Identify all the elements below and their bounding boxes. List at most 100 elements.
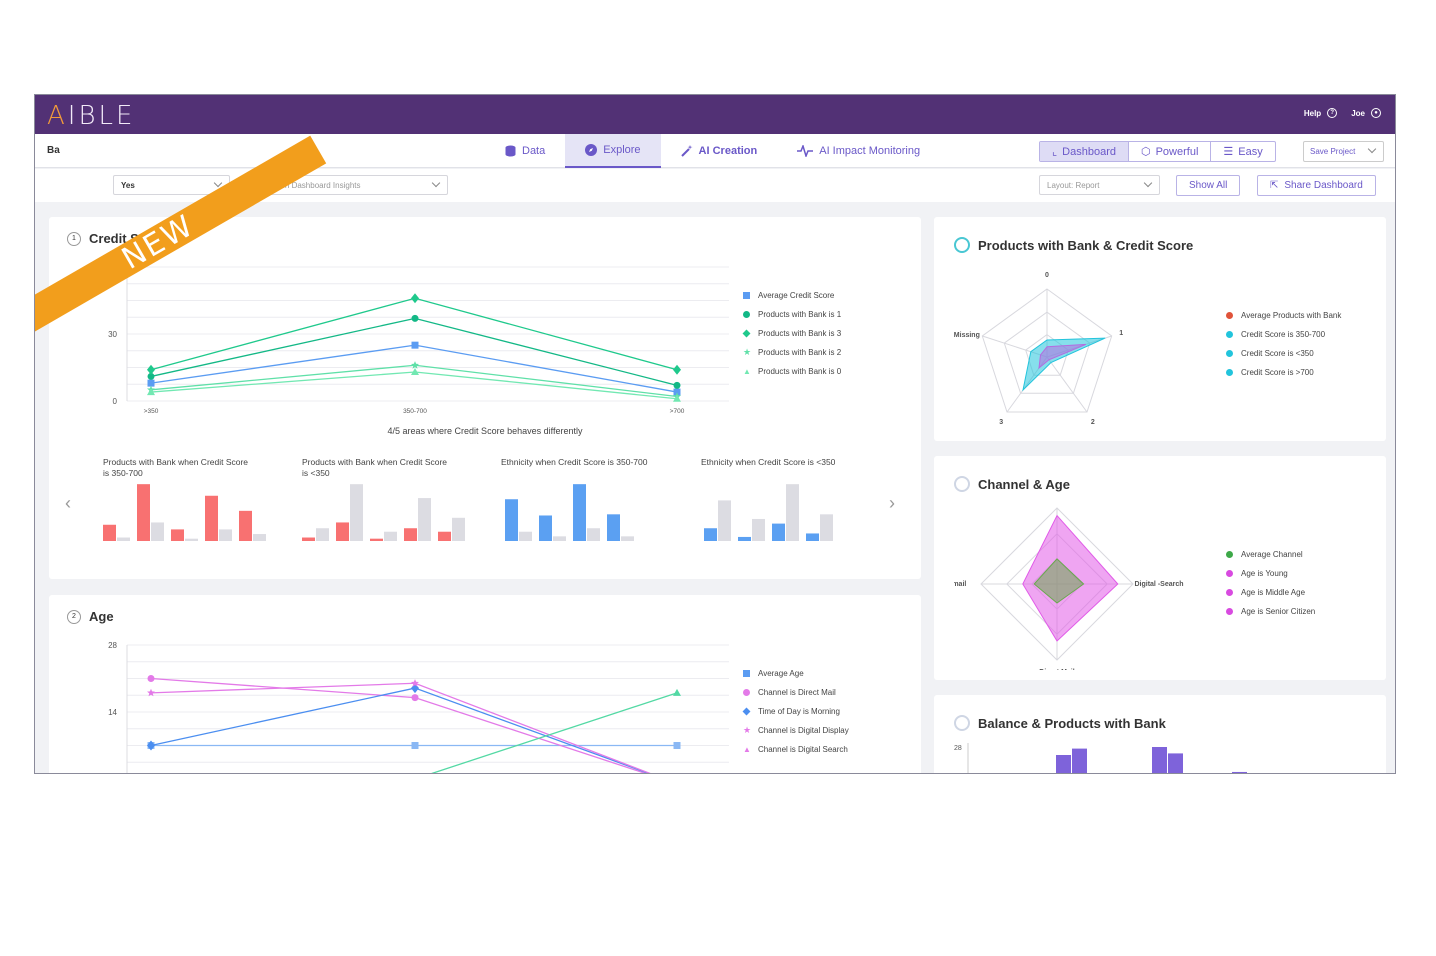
square-marker [147, 379, 155, 387]
balance-card: Balance & Products with Bank 28 [934, 695, 1386, 773]
legend-label: Products with Bank is 0 [758, 367, 842, 376]
legend-label: Credit Score is 350-700 [1241, 330, 1326, 339]
chevron-down-icon [1143, 178, 1153, 188]
legend-item[interactable]: Age is Senior Citizen [1226, 602, 1315, 621]
legend-item[interactable]: Age is Young [1226, 564, 1315, 583]
triangle-marker [411, 367, 419, 375]
legend-item[interactable]: Average Products with Bank [1226, 306, 1341, 325]
legend-item[interactable]: Average Credit Score [743, 286, 841, 305]
app-window: AIBLE Help ? Joe ● Ba Data Explore [34, 94, 1396, 774]
legend-label: Channel is Direct Mail [758, 688, 836, 697]
legend-item[interactable]: Average Age [743, 664, 849, 683]
legend-item[interactable]: ★ Products with Bank is 2 [743, 343, 841, 362]
legend-item[interactable]: Time of Day is Morning [742, 702, 849, 721]
legend-item[interactable]: ★ Channel is Digital Display [743, 721, 849, 740]
user-menu[interactable]: Joe ● [1351, 108, 1381, 118]
products-credit-radar: 0 1 2 3 Missing [954, 272, 1123, 426]
y-tick-label: 28 [954, 745, 962, 752]
save-project-label: Save Project [1310, 147, 1356, 156]
bar [370, 538, 383, 541]
legend-item[interactable]: Credit Score is <350 [1226, 344, 1341, 363]
database-icon [505, 145, 516, 157]
channel-age-card: Channel & Age Digital -DisplayDigital -S… [934, 456, 1386, 680]
mini-bar-chart [505, 484, 634, 541]
bar [718, 500, 731, 541]
tab-ai-impact-monitoring[interactable]: AI Impact Monitoring [777, 134, 940, 168]
diamond-marker [673, 364, 681, 375]
view-dashboard-button[interactable]: ⌞ Dashboard [1040, 142, 1129, 161]
card-title: Balance & Products with Bank [978, 715, 1166, 731]
legend-item[interactable]: Credit Score is >700 [1226, 363, 1341, 382]
bar [302, 537, 315, 541]
legend-label: Average Credit Score [758, 291, 835, 300]
search-input[interactable]: Search Dashboard Insights [243, 175, 448, 195]
credit-score-subtitle: 4/5 areas where Credit Score behaves dif… [387, 426, 583, 436]
age-line-chart: 14 28 [108, 641, 729, 773]
bar [1056, 755, 1071, 773]
y-tick-label: 28 [108, 641, 117, 650]
bar [316, 528, 329, 541]
mini-bar-chart [103, 484, 266, 541]
circle-marker [673, 381, 681, 389]
credit-score-header: 1 Credit Score [67, 231, 166, 246]
filter-select[interactable]: Yes [113, 175, 230, 195]
legend-label: Age is Young [1241, 569, 1288, 578]
mini-chart-title: Ethnicity when Credit Score is 350-700 [501, 457, 648, 467]
breadcrumb[interactable]: Ba [47, 145, 60, 156]
app-logo[interactable]: AIBLE [47, 101, 136, 131]
chevron-left-icon[interactable]: ‹ [65, 493, 71, 513]
square-marker-icon [743, 670, 750, 677]
products-credit-card: Products with Bank & Credit Score 0 1 2 3 Mi… [934, 217, 1386, 441]
view-easy-button[interactable]: ☰ Easy [1211, 142, 1274, 161]
legend-label: Channel is Digital Search [758, 745, 848, 754]
bar [171, 529, 184, 541]
bar [573, 484, 586, 541]
radar-ring [1003, 311, 1091, 394]
mini-chart-title: Products with Bank when Credit Score is … [302, 457, 448, 478]
dot-icon [1226, 312, 1233, 319]
pulse-icon [797, 145, 814, 157]
star-marker [411, 679, 419, 687]
tab-ai-creation[interactable]: AI Creation [661, 134, 778, 168]
legend-item[interactable]: Age is Middle Age [1226, 583, 1315, 602]
legend-item[interactable]: Credit Score is 350-700 [1226, 325, 1341, 344]
legend-item[interactable]: Products with Bank is 3 [742, 324, 841, 343]
legend-item[interactable]: ▲ Channel is Digital Search [743, 740, 849, 759]
radar-axis-label: Digital -Search [1134, 581, 1183, 588]
diamond-marker [147, 740, 155, 751]
wand-icon [680, 145, 693, 157]
tab-data[interactable]: Data [485, 134, 565, 168]
help-button[interactable]: Help ? [1304, 108, 1338, 118]
bar [553, 536, 566, 541]
tab-explore[interactable]: Explore [565, 134, 661, 168]
chevron-right-icon[interactable]: › [889, 493, 895, 513]
chevron-down-icon [213, 178, 223, 188]
view-powerful-button[interactable]: ⬡ Powerful [1129, 142, 1212, 161]
view-dashboard-label: Dashboard [1062, 145, 1116, 158]
chevron-down-icon [431, 178, 441, 188]
legend-item[interactable]: ▲ Products with Bank is 0 [743, 362, 841, 381]
circle-marker [147, 372, 155, 380]
legend-item[interactable]: Average Channel [1226, 545, 1315, 564]
bar [1152, 747, 1167, 773]
layout-select[interactable]: Layout: Report [1039, 175, 1160, 195]
dot-icon [1226, 369, 1233, 376]
balance-header: Balance & Products with Bank [954, 715, 1166, 731]
card-title: Products with Bank & Credit Score [978, 237, 1194, 253]
series-line [150, 317, 678, 386]
bar [752, 518, 765, 541]
bar [704, 528, 717, 541]
legend-label: Average Channel [1241, 550, 1303, 559]
circle-marker-icon [743, 311, 750, 318]
legend-item[interactable]: Products with Bank is 1 [743, 305, 841, 324]
view-switcher: ⌞ Dashboard ⬡ Powerful ☰ Easy [1039, 141, 1276, 162]
layout-placeholder: Layout: Report [1047, 181, 1100, 190]
radar-axis-label: Direct Mail [1039, 669, 1074, 670]
list-icon: ☰ [1223, 146, 1234, 158]
view-easy-label: Easy [1238, 145, 1263, 158]
share-dashboard-button[interactable]: ⇱ Share Dashboard [1257, 175, 1376, 196]
show-all-button[interactable]: Show All [1176, 175, 1241, 196]
save-project-button[interactable]: Save Project [1303, 141, 1384, 162]
legend-item[interactable]: Channel is Direct Mail [743, 683, 849, 702]
series-line [431, 692, 678, 773]
